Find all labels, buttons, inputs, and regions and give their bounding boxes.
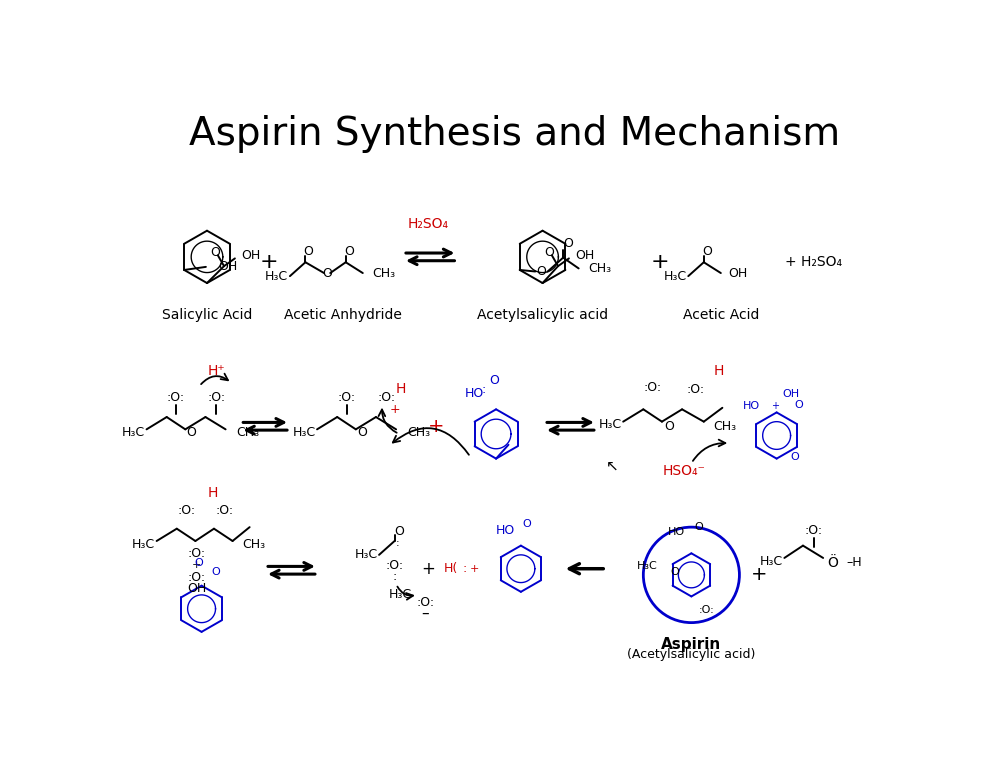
- Text: HSO₄⁻: HSO₄⁻: [662, 464, 706, 478]
- Text: H₃C: H₃C: [760, 555, 783, 568]
- Text: HO: HO: [668, 527, 685, 537]
- Text: :O:: :O:: [207, 390, 225, 403]
- Text: H₃C: H₃C: [663, 269, 686, 282]
- Text: H₃C: H₃C: [599, 419, 622, 431]
- Text: OH: OH: [782, 389, 799, 399]
- Text: :O:: :O:: [177, 504, 195, 517]
- Text: H₃C: H₃C: [355, 549, 378, 562]
- Text: CH₃: CH₃: [714, 420, 737, 433]
- Text: Acetic Acid: Acetic Acid: [682, 307, 759, 322]
- Text: O: O: [794, 400, 803, 409]
- Text: :: :: [463, 562, 467, 575]
- Text: O: O: [344, 245, 354, 258]
- Text: :O:: :O:: [686, 383, 705, 396]
- Text: +: +: [752, 565, 768, 584]
- Text: :O:: :O:: [699, 605, 715, 616]
- Text: +: +: [771, 401, 779, 411]
- Text: + H₂SO₄: + H₂SO₄: [785, 255, 842, 269]
- Text: H₃C: H₃C: [265, 269, 288, 282]
- Text: CH₃: CH₃: [236, 426, 259, 439]
- Text: +: +: [389, 403, 400, 416]
- Text: :: :: [396, 537, 399, 548]
- Text: O: O: [211, 567, 220, 577]
- Text: :O:: :O:: [188, 547, 206, 560]
- Text: H₃C: H₃C: [132, 537, 155, 550]
- Text: (Acetylsalicylic acid): (Acetylsalicylic acid): [627, 648, 756, 661]
- Text: O: O: [701, 245, 712, 258]
- Text: O: O: [670, 567, 678, 577]
- Text: CH₃: CH₃: [588, 262, 611, 275]
- Text: H₃C: H₃C: [636, 561, 657, 571]
- Text: :O:: :O:: [188, 572, 206, 584]
- Text: :O:: :O:: [216, 504, 234, 517]
- Text: H⁺: H⁺: [207, 364, 225, 377]
- Text: –: –: [422, 606, 429, 621]
- Text: H(: H(: [444, 562, 458, 575]
- Text: O: O: [323, 266, 332, 279]
- Text: +: +: [259, 252, 278, 272]
- Text: O: O: [563, 237, 573, 250]
- Text: O: O: [664, 420, 674, 433]
- Text: O: O: [304, 245, 314, 258]
- Text: OH: OH: [729, 266, 748, 279]
- Text: O: O: [210, 246, 220, 259]
- Text: :: :: [392, 570, 397, 583]
- Text: O: O: [523, 519, 532, 529]
- Text: :O:: :O:: [805, 524, 823, 537]
- Text: :O:: :O:: [416, 596, 434, 609]
- Text: :O:: :O:: [167, 390, 185, 403]
- Text: Acetic Anhydride: Acetic Anhydride: [283, 307, 402, 322]
- Text: O: O: [791, 452, 800, 462]
- Text: O: O: [187, 426, 196, 439]
- Text: HO: HO: [495, 524, 515, 537]
- Text: +: +: [651, 252, 669, 272]
- Text: +: +: [421, 560, 435, 578]
- Text: Acetylsalicylic acid: Acetylsalicylic acid: [477, 307, 608, 322]
- Text: H: H: [396, 382, 406, 396]
- Text: +: +: [469, 564, 479, 574]
- Text: +: +: [192, 560, 202, 570]
- Text: HO: HO: [464, 387, 483, 400]
- Text: Ö: Ö: [827, 556, 838, 569]
- Text: :O:: :O:: [386, 559, 404, 572]
- Text: CH₃: CH₃: [242, 537, 265, 550]
- Text: OH: OH: [241, 249, 260, 262]
- Text: OH: OH: [187, 582, 207, 595]
- Text: O: O: [194, 558, 203, 568]
- Text: O: O: [694, 522, 703, 532]
- Text: Salicylic Acid: Salicylic Acid: [162, 307, 252, 322]
- Text: ↖: ↖: [606, 459, 619, 474]
- Text: :: :: [481, 383, 485, 396]
- Text: O: O: [489, 374, 499, 387]
- Text: –H: –H: [846, 556, 862, 569]
- Text: H₃C: H₃C: [389, 588, 412, 601]
- Text: HO: HO: [743, 401, 760, 411]
- Text: O: O: [357, 426, 367, 439]
- Text: Aspirin: Aspirin: [661, 637, 722, 651]
- Text: CH₃: CH₃: [372, 266, 395, 279]
- Text: O: O: [537, 265, 547, 278]
- Text: H₂SO₄: H₂SO₄: [407, 217, 448, 231]
- Text: H₃C: H₃C: [292, 426, 316, 439]
- Text: CH₃: CH₃: [407, 426, 430, 439]
- Text: H₃C: H₃C: [122, 426, 145, 439]
- Text: OH: OH: [575, 249, 594, 262]
- Text: +: +: [427, 417, 444, 436]
- Text: Aspirin Synthesis and Mechanism: Aspirin Synthesis and Mechanism: [189, 115, 840, 153]
- Text: OH: OH: [218, 260, 237, 273]
- Text: O: O: [394, 525, 404, 538]
- Text: :O:: :O:: [378, 390, 396, 403]
- Text: H: H: [714, 364, 724, 377]
- Text: :O:: :O:: [338, 390, 356, 403]
- Text: H: H: [208, 486, 218, 500]
- Text: O: O: [544, 246, 554, 259]
- Text: :O:: :O:: [643, 381, 661, 394]
